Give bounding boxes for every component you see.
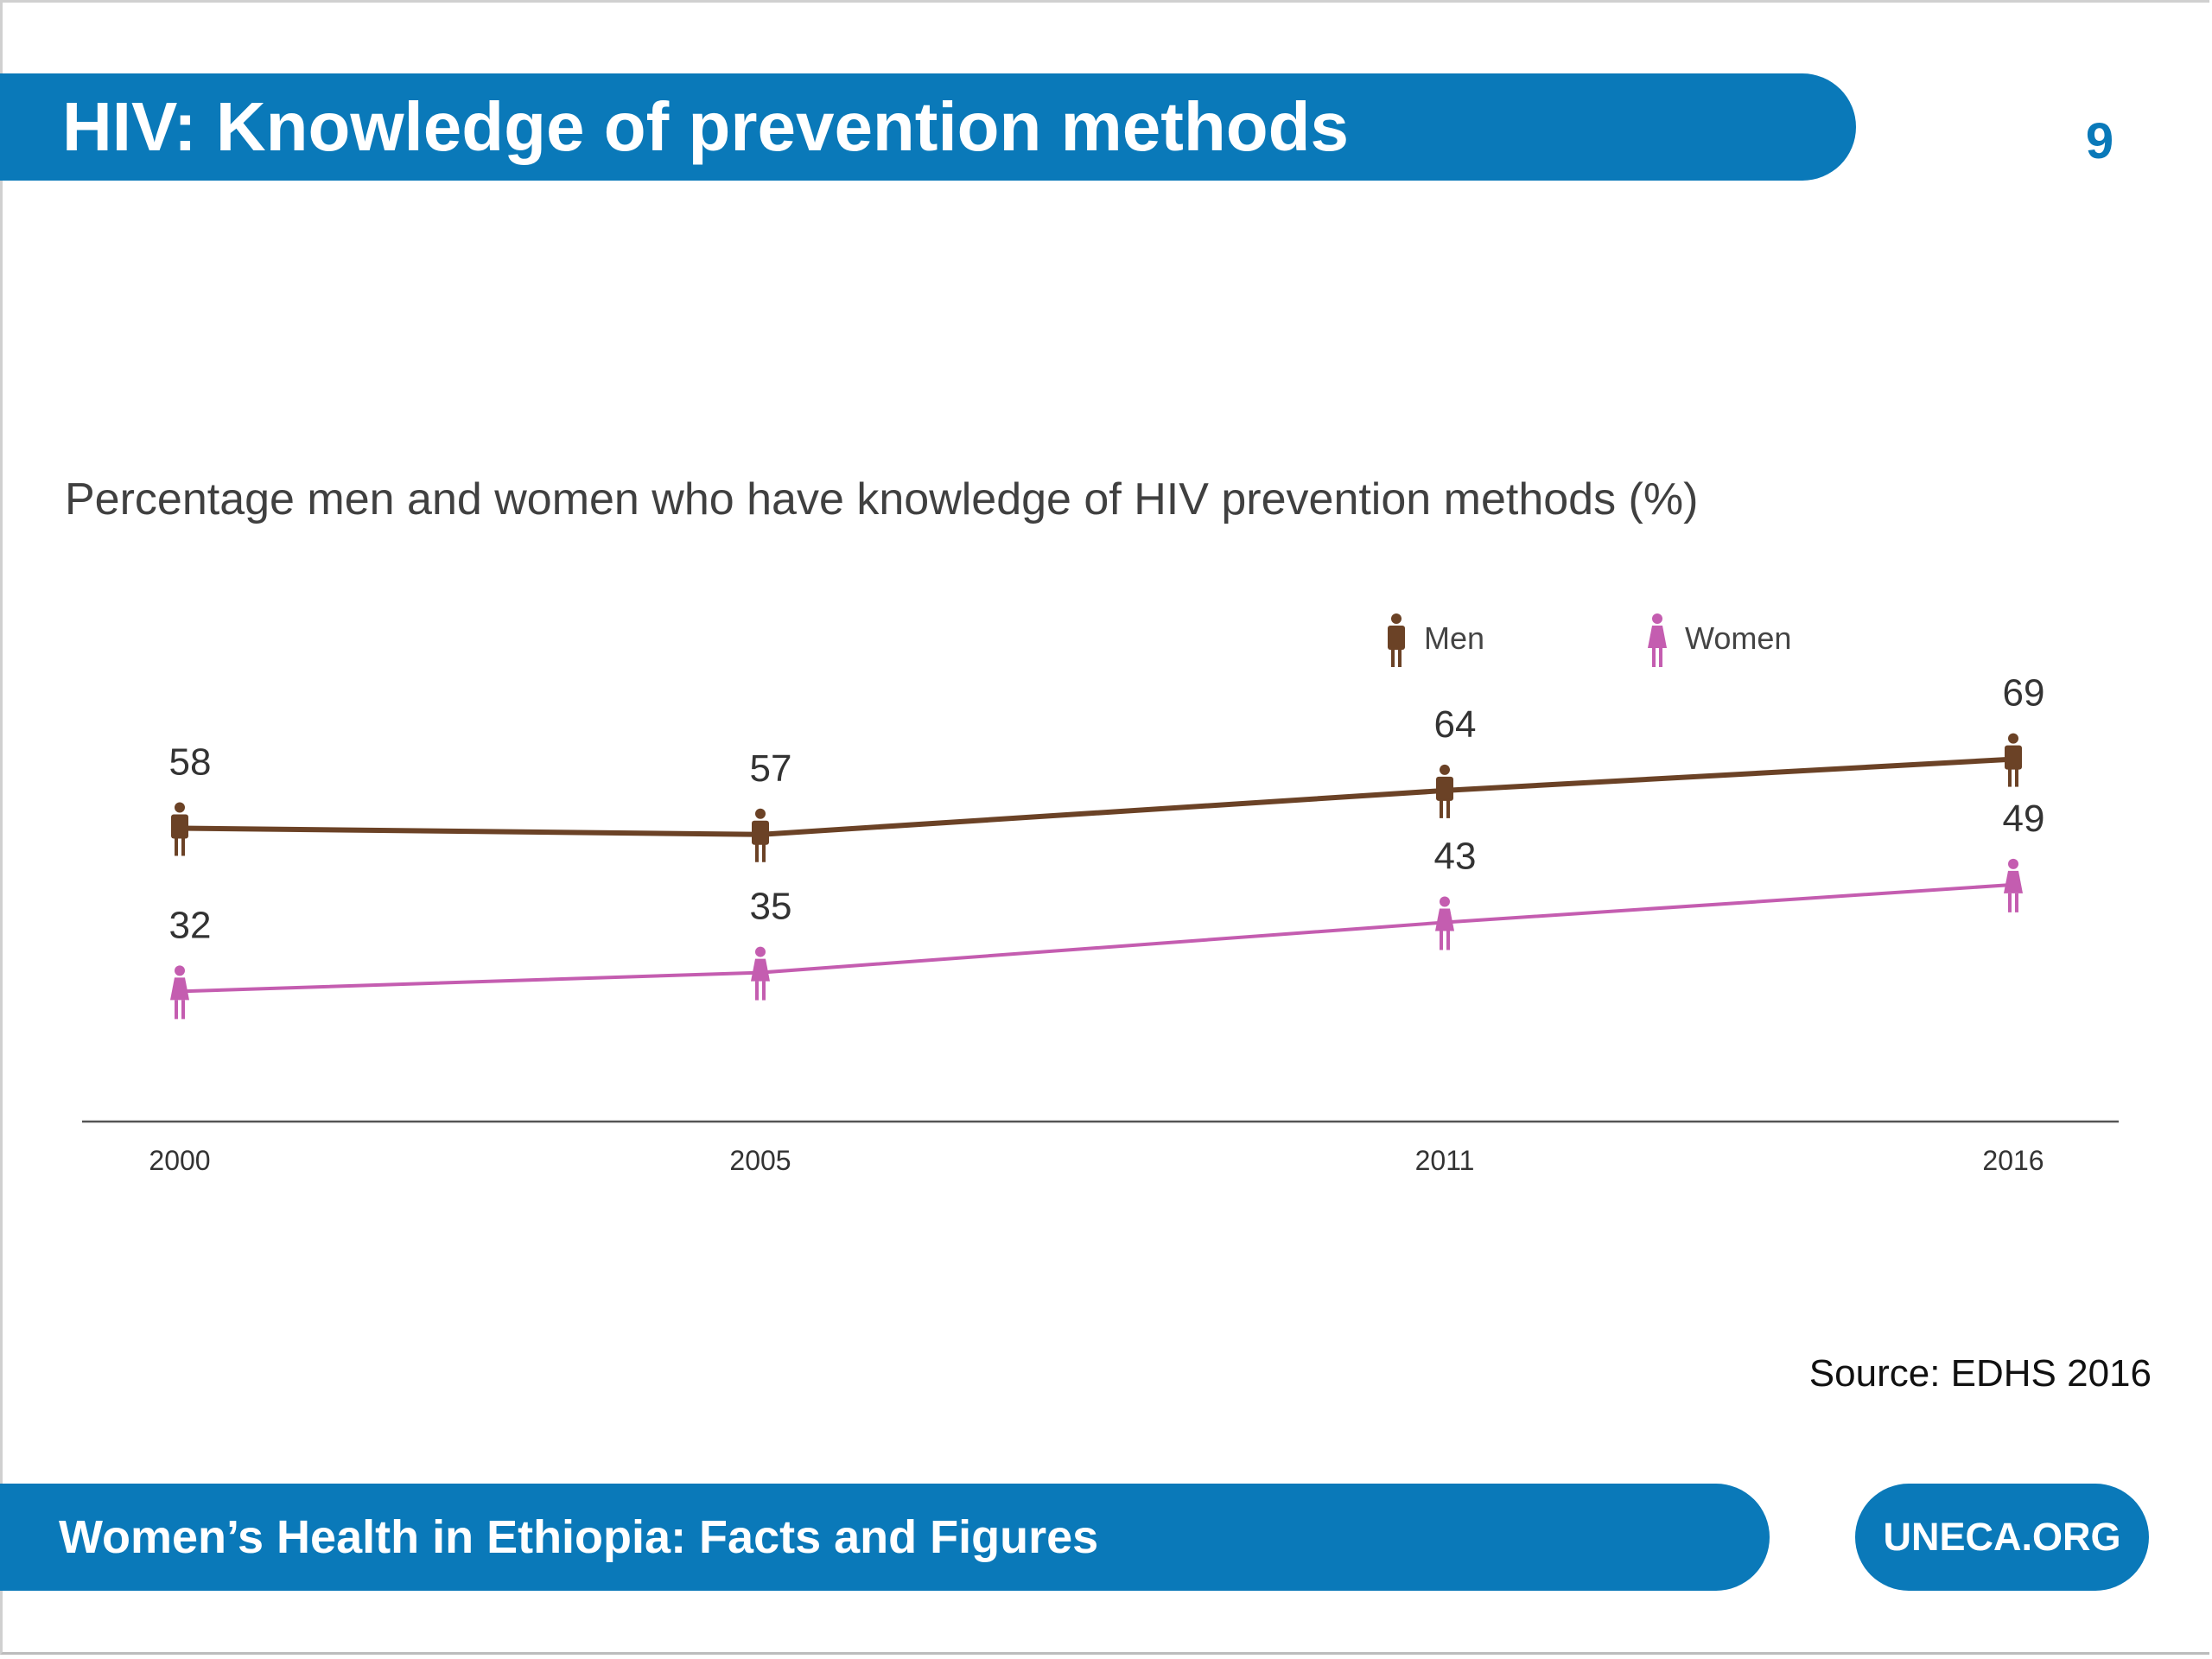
uneca-link-button[interactable]: UNECA.ORG: [1855, 1484, 2149, 1591]
data-point-men: [2005, 733, 2022, 787]
data-label: 69: [2003, 672, 2045, 715]
legend-label: Men: [1424, 620, 1484, 656]
data-point-men: [752, 808, 769, 862]
data-label: 43: [1434, 835, 1477, 877]
data-point-men: [171, 802, 188, 856]
x-tick-label: 2011: [1415, 1145, 1475, 1176]
data-point-women: [170, 965, 189, 1020]
legend-label: Women: [1685, 620, 1791, 656]
data-label: 49: [2003, 798, 2045, 840]
series-line-women: [179, 882, 2014, 994]
page-title: HIV: Knowledge of prevention methods: [62, 88, 1349, 165]
page-number: 9: [2085, 113, 2114, 169]
x-tick-label: 2000: [149, 1145, 210, 1176]
data-point-men: [1436, 764, 1453, 818]
data-label: 32: [169, 904, 212, 946]
series-line-men: [179, 756, 2014, 837]
chart-title: Percentage men and women who have knowle…: [65, 474, 1699, 524]
x-tick-label: 2016: [1982, 1145, 2044, 1176]
footer-banner: Women’s Health in Ethiopia: Facts and Fi…: [0, 1484, 1770, 1591]
source-note: Source: EDHS 2016: [1808, 1352, 2152, 1395]
chart-legend: Men Women: [1388, 613, 1791, 667]
data-label: 64: [1434, 703, 1477, 746]
data-point-women: [751, 946, 770, 1001]
title-banner: HIV: Knowledge of prevention methods: [0, 73, 1856, 181]
plot-area: 2000 2005 2011 2016 58 57 64 69 32 35 43 49: [82, 672, 2119, 1176]
line-chart: Men Women 2000 2005 2011 2016 58 57 64 69 32 35 43 4…: [82, 613, 2119, 1176]
data-point-women: [1435, 896, 1454, 950]
data-label: 58: [169, 741, 212, 783]
data-label: 57: [750, 747, 792, 790]
data-point-women: [2004, 858, 2023, 912]
legend-icon-women: [1648, 613, 1667, 667]
data-label: 35: [750, 886, 792, 928]
x-tick-label: 2005: [729, 1145, 791, 1176]
legend-icon-men: [1388, 613, 1405, 667]
footer-title: Women’s Health in Ethiopia: Facts and Fi…: [59, 1511, 1099, 1563]
